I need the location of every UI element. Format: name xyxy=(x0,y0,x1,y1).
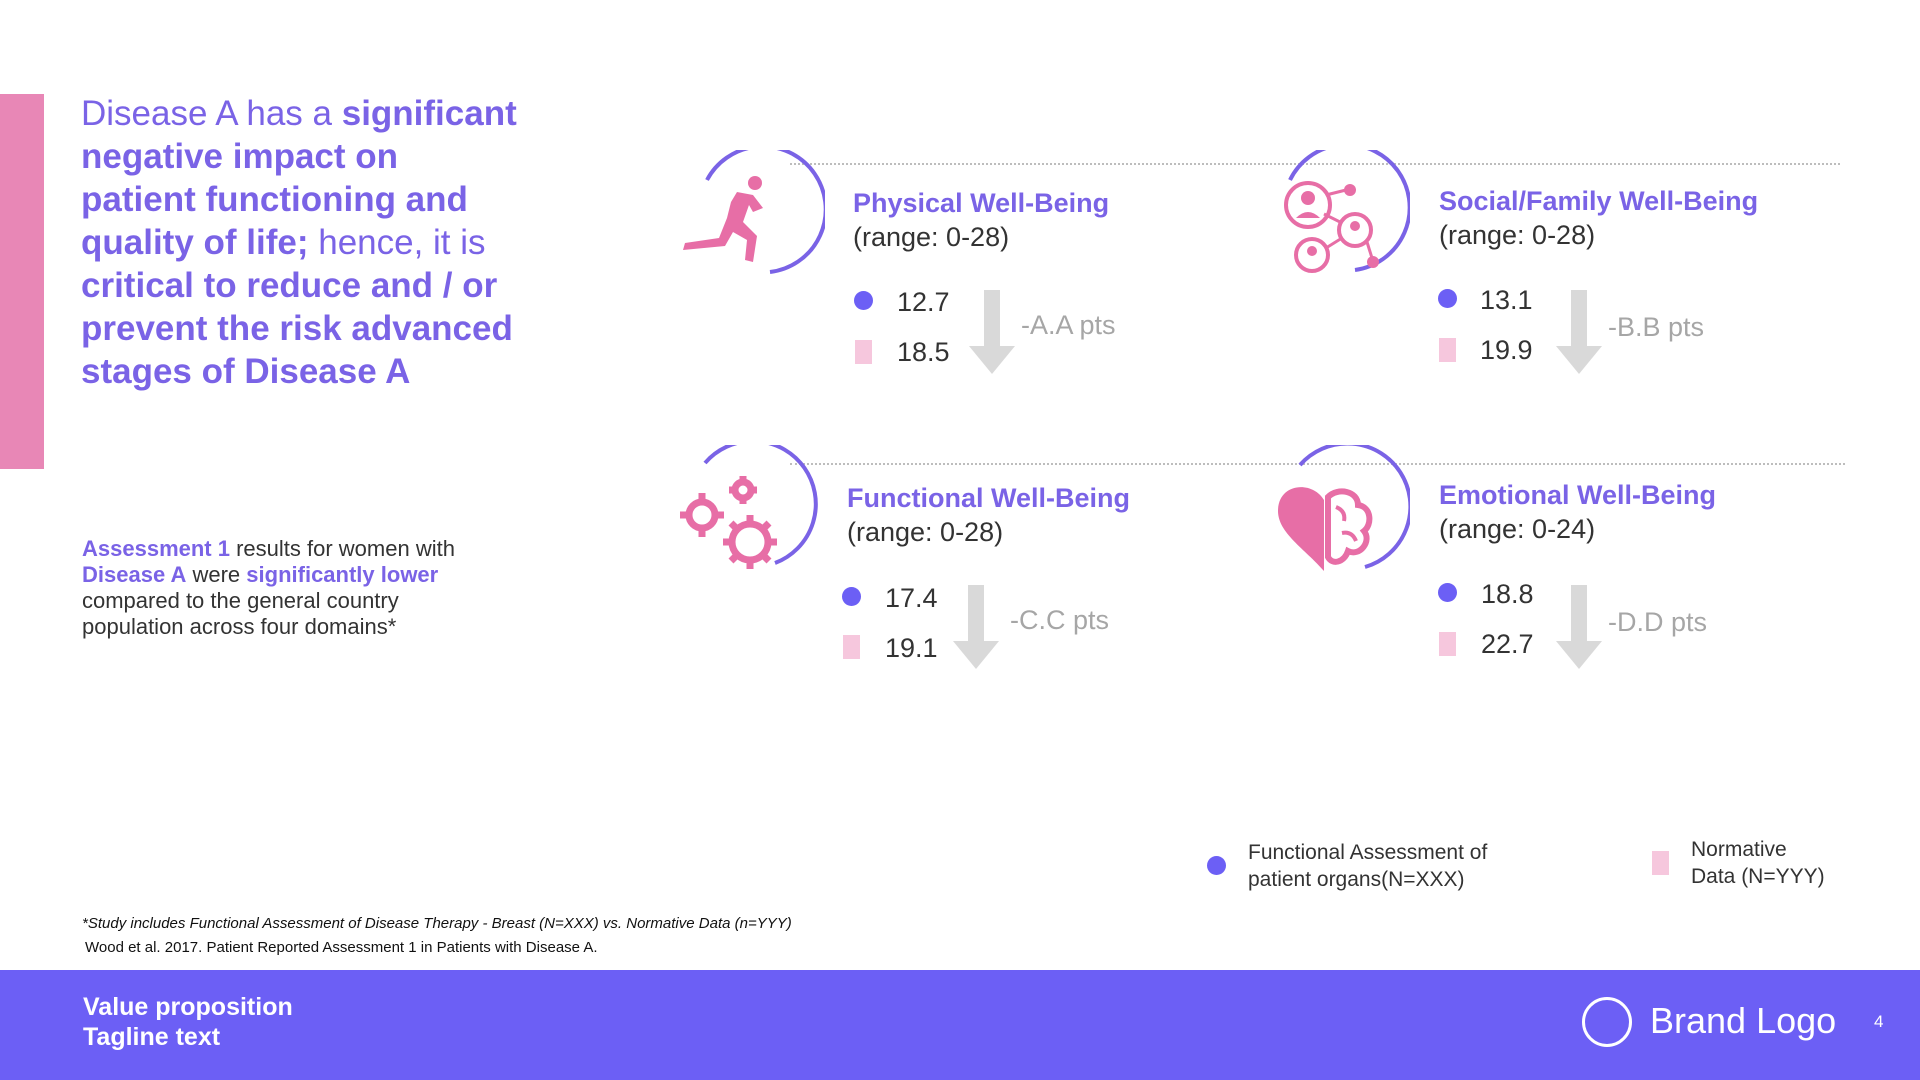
domain-range: (range: 0-28) xyxy=(1439,220,1596,250)
domain-social-family: Social/Family Well-Being (range: 0-28) 1… xyxy=(1260,150,1780,380)
value-proposition: Value proposition xyxy=(83,993,293,1021)
normative-marker xyxy=(843,635,860,659)
headline: Disease A has a significant negative imp… xyxy=(81,92,521,393)
domain-emotional: Emotional Well-Being (range: 0-24) 18.8 … xyxy=(1260,445,1780,675)
divider-middle xyxy=(790,463,1845,465)
patient-value: 12.7 xyxy=(897,287,950,317)
domain-title: Social/Family Well-Being xyxy=(1439,186,1759,216)
down-arrow-icon xyxy=(1556,585,1602,669)
legend-patient-line1: Functional Assessment of xyxy=(1248,841,1488,864)
normative-marker xyxy=(855,340,872,364)
normative-value: 22.7 xyxy=(1481,629,1534,659)
domain-range: (range: 0-28) xyxy=(847,517,1004,547)
footnote: *Study includes Functional Assessment of… xyxy=(82,915,792,932)
social-network-icon xyxy=(1284,150,1410,273)
legend-normative-label: Normative Data (N=YYY) xyxy=(1691,836,1825,890)
domain-physical: Physical Well-Being (range: 0-28) 12.7 1… xyxy=(675,150,1155,380)
score-difference: -B.B pts xyxy=(1608,312,1705,342)
summary-text-1: results for women with xyxy=(229,536,455,561)
domain-functional: Functional Well-Being (range: 0-28) 17.4… xyxy=(675,445,1155,675)
domain-title: Functional Well-Being xyxy=(847,483,1130,513)
normative-value: 19.1 xyxy=(885,633,938,663)
page-number: 4 xyxy=(1874,1012,1884,1031)
accent-bar xyxy=(0,94,44,469)
brand-logo-circle-icon xyxy=(1582,997,1632,1047)
patient-value: 17.4 xyxy=(885,583,938,613)
headline-intro: Disease A has a xyxy=(81,94,342,133)
patient-marker xyxy=(854,291,873,310)
running-person-icon xyxy=(683,150,825,274)
down-arrow-icon xyxy=(1556,290,1602,374)
patient-marker xyxy=(1438,583,1457,602)
patient-value: 13.1 xyxy=(1480,285,1533,315)
legend-patient-marker xyxy=(1207,856,1226,875)
patient-marker xyxy=(842,587,861,606)
summary-disease: Disease A xyxy=(82,562,187,587)
footer-bar: Value proposition Tagline text Brand Log… xyxy=(0,970,1920,1080)
domain-range: (range: 0-24) xyxy=(1439,514,1596,544)
domain-title: Physical Well-Being xyxy=(853,188,1110,218)
domain-title: Emotional Well-Being xyxy=(1439,480,1717,510)
domain-range: (range: 0-28) xyxy=(853,222,1010,252)
legend-normative-line1: Normative xyxy=(1691,838,1787,861)
score-difference: -D.D pts xyxy=(1608,607,1708,637)
tagline-text: Tagline text xyxy=(83,1023,221,1051)
headline-connector: hence, it is xyxy=(308,223,486,262)
footer-tagline: Value proposition Tagline text xyxy=(83,992,293,1052)
summary-assessment: Assessment 1 xyxy=(82,536,230,561)
score-difference: -A.A pts xyxy=(1021,310,1116,340)
heart-brain-icon xyxy=(1278,445,1410,571)
summary-text: Assessment 1 results for women with Dise… xyxy=(82,536,482,640)
legend-patient-label: Functional Assessment of patient organs(… xyxy=(1248,839,1487,893)
legend-normative-line2: Data (N=YYY) xyxy=(1691,865,1825,888)
headline-emphasis-1: significant negative impact on patient f… xyxy=(81,94,517,262)
headline-emphasis-2: critical to reduce and / or prevent the … xyxy=(81,266,513,391)
patient-value: 18.8 xyxy=(1481,579,1534,609)
down-arrow-icon xyxy=(953,585,999,669)
summary-text-3: compared to the general country populati… xyxy=(82,588,399,639)
legend-patient-line2: patient organs(N=XXX) xyxy=(1248,868,1465,891)
legend-normative-marker xyxy=(1652,851,1669,875)
summary-significance: significantly lower xyxy=(246,562,439,587)
normative-value: 18.5 xyxy=(897,337,950,367)
divider-top xyxy=(790,163,1840,165)
normative-marker xyxy=(1439,632,1456,656)
normative-marker xyxy=(1439,338,1456,362)
patient-marker xyxy=(1438,289,1457,308)
reference: Wood et al. 2017. Patient Reported Asses… xyxy=(85,939,598,956)
score-difference: -C.C pts xyxy=(1010,605,1110,635)
normative-value: 19.9 xyxy=(1480,335,1533,365)
brand-logo: Brand Logo xyxy=(1650,1000,1837,1041)
gears-icon xyxy=(680,445,818,569)
down-arrow-icon xyxy=(969,290,1015,374)
summary-text-2: were xyxy=(186,562,247,587)
